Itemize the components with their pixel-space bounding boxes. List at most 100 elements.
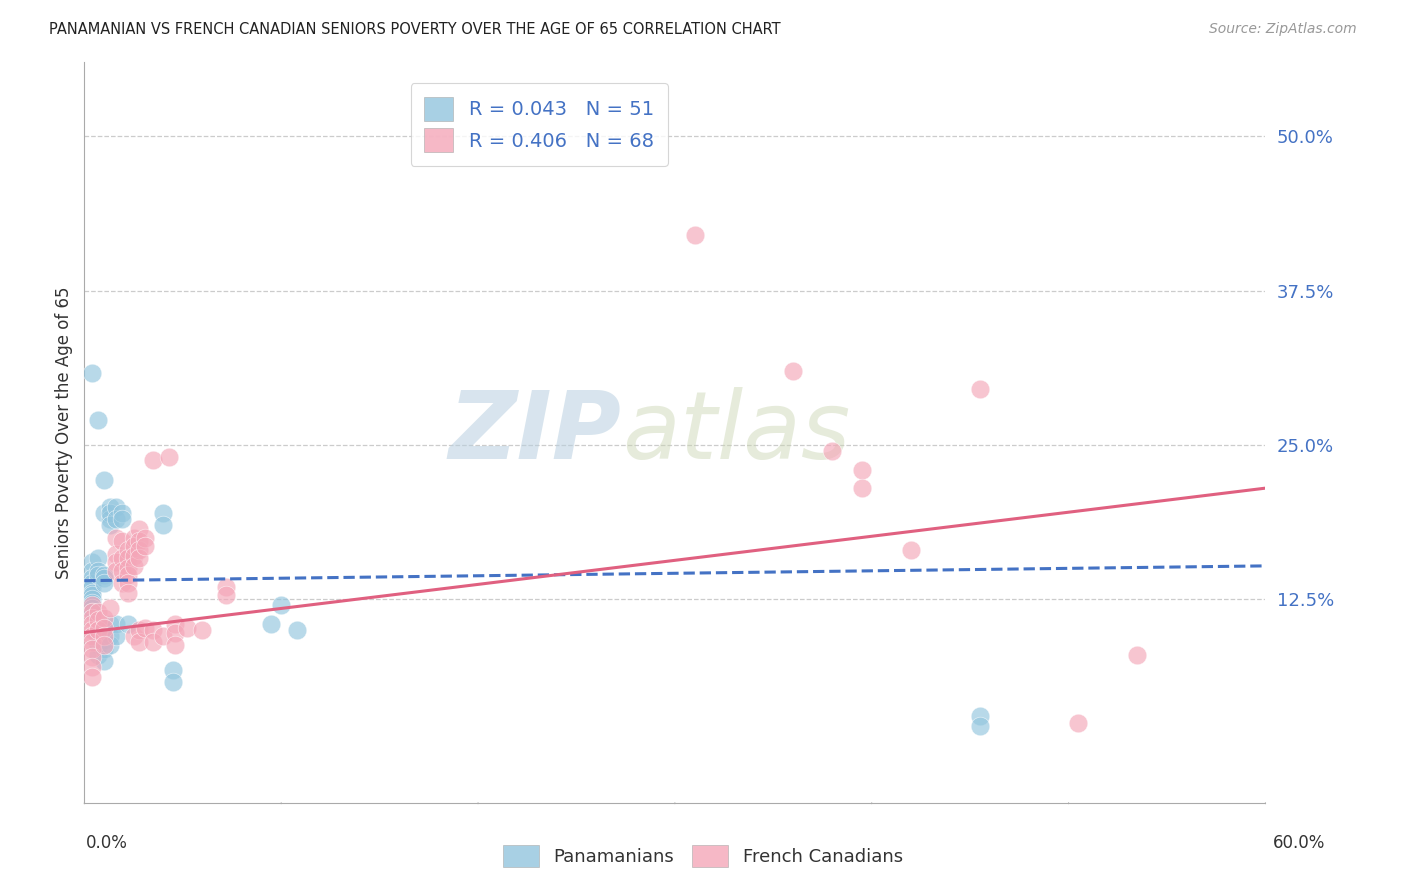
Point (111, 534, 134, 549)
Point (82, 592, 104, 607)
Point (152, 629, 174, 643)
Point (128, 522, 150, 536)
Point (969, 719, 991, 733)
Point (93, 629, 115, 643)
Point (128, 551, 150, 566)
Point (117, 567, 139, 582)
Point (82, 571, 104, 585)
Point (128, 542, 150, 557)
Point (93, 621, 115, 635)
Point (1067, 715, 1090, 730)
Point (82, 660, 104, 674)
Point (93, 571, 115, 585)
Point (93, 623, 115, 637)
Y-axis label: Seniors Poverty Over the Age of 65: Seniors Poverty Over the Age of 65 (55, 286, 73, 579)
Point (93, 611, 115, 625)
Point (215, 589, 238, 603)
Point (93, 638, 115, 652)
Point (163, 638, 186, 652)
Point (82, 589, 104, 603)
Point (82, 599, 104, 613)
Point (152, 518, 174, 533)
Point (87, 564, 110, 578)
Point (98, 629, 121, 643)
Point (111, 576, 134, 591)
Point (142, 623, 165, 637)
Point (122, 629, 145, 643)
Point (134, 531, 156, 545)
Point (162, 674, 184, 689)
Point (117, 561, 139, 575)
Point (122, 531, 145, 545)
Point (900, 542, 922, 557)
Point (104, 564, 127, 578)
Point (215, 580, 238, 594)
Legend: Panamanians, French Canadians: Panamanians, French Canadians (496, 838, 910, 874)
Point (162, 663, 184, 677)
Point (87, 567, 110, 582)
Point (98, 518, 121, 533)
Point (782, 364, 804, 378)
Point (191, 623, 214, 637)
Point (117, 586, 139, 600)
Point (111, 564, 134, 578)
Point (87, 623, 110, 637)
Point (82, 600, 104, 615)
Point (104, 629, 127, 643)
Point (87, 648, 110, 662)
Point (82, 576, 104, 591)
Point (82, 611, 104, 625)
Point (111, 506, 134, 520)
Point (93, 641, 115, 656)
Point (111, 551, 134, 566)
Point (104, 547, 127, 561)
Point (104, 500, 127, 514)
Point (152, 506, 174, 520)
Text: Source: ZipAtlas.com: Source: ZipAtlas.com (1209, 22, 1357, 37)
Point (93, 632, 115, 647)
Point (122, 539, 145, 553)
Point (117, 616, 139, 631)
Point (134, 621, 156, 635)
Point (111, 512, 134, 526)
Point (87, 613, 110, 627)
Point (98, 616, 121, 631)
Point (98, 600, 121, 615)
Point (93, 654, 115, 668)
Point (87, 551, 110, 566)
Point (117, 551, 139, 566)
Point (98, 638, 121, 652)
Point (683, 228, 706, 243)
Point (128, 534, 150, 549)
Point (260, 616, 283, 631)
Text: 60.0%: 60.0% (1272, 834, 1326, 852)
Point (821, 444, 844, 458)
Point (82, 670, 104, 684)
Point (157, 450, 180, 465)
Point (128, 623, 150, 637)
Point (98, 506, 121, 520)
Point (87, 629, 110, 643)
Point (163, 625, 186, 640)
Point (82, 650, 104, 665)
Point (93, 506, 115, 520)
Point (969, 383, 991, 397)
Point (122, 549, 145, 563)
Point (134, 539, 156, 553)
Point (87, 638, 110, 652)
Point (82, 564, 104, 578)
Point (82, 586, 104, 600)
Point (851, 481, 873, 495)
Point (93, 567, 115, 582)
Point (142, 635, 165, 649)
Point (98, 500, 121, 514)
Point (128, 635, 150, 649)
Point (82, 629, 104, 643)
Point (176, 621, 198, 635)
Point (104, 555, 127, 569)
Point (82, 623, 104, 637)
Point (82, 555, 104, 569)
Point (1126, 648, 1149, 662)
Point (93, 576, 115, 591)
Point (82, 641, 104, 656)
